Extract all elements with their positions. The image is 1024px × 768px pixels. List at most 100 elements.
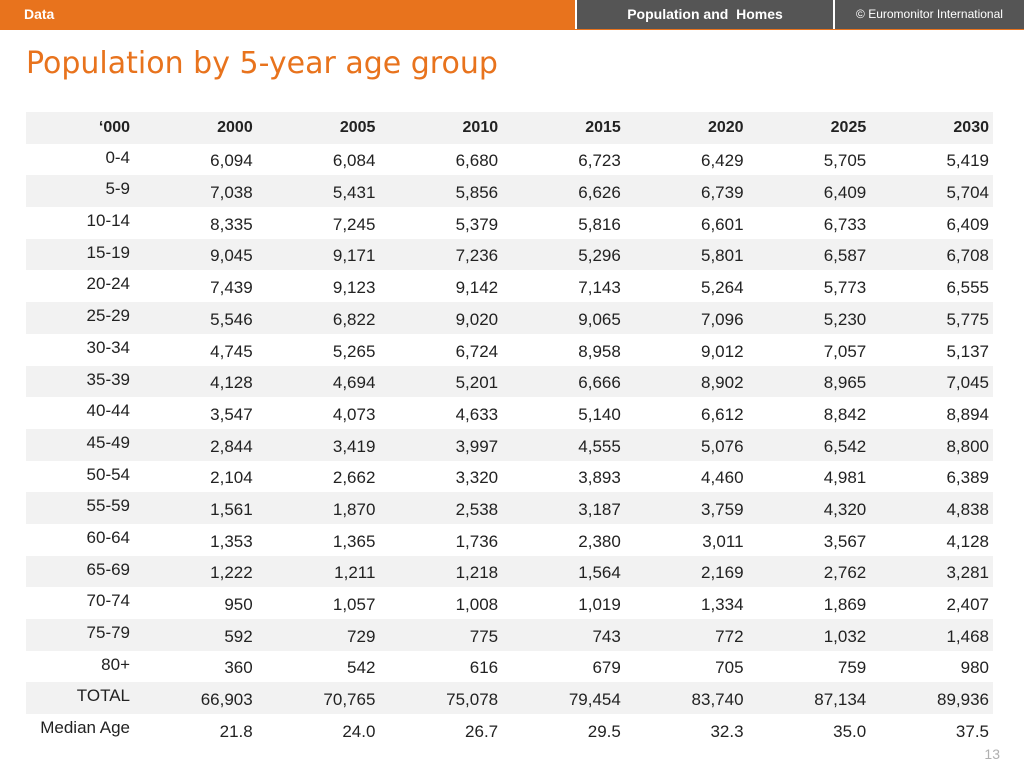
table-cell: 1,032 [747,619,871,651]
column-header-year: 2000 [134,112,257,144]
table-cell: 5,265 [332,341,376,361]
table-cell: 6,429 [700,151,744,171]
section-label: Data [0,0,575,29]
table-cell: 5,230 [747,302,871,334]
row-label: TOTAL [26,682,135,715]
table-cell: 3,419 [256,428,380,461]
table-cell: 3,281 [870,555,993,588]
table-cell: 5,775 [870,302,993,334]
table-cell: 3,997 [379,428,503,461]
table-row: 35-39 4,128 4,694 5,201 6,666 8,902 8,965 7,045 [26,365,993,398]
table-cell: 3,567 [823,531,867,551]
row-label: Median Age [40,718,131,738]
table-cell: 980 [960,658,989,678]
table-cell: 8,335 [210,214,253,234]
table-cell: 5,137 [946,341,989,361]
table-cell: 1,222 [134,555,257,588]
row-label: 40-44 [86,401,131,421]
table-body: 0-4 6,094 6,084 6,680 6,723 6,429 5,705 5,419 5-… [26,144,993,746]
table-cell: 5,076 [624,428,748,461]
row-label: 20-24 [86,274,131,294]
table-cell: 1,561 [134,492,257,524]
table-cell: 1,218 [379,555,503,588]
table-cell: 6,601 [700,214,744,234]
table-cell: 4,694 [256,365,380,398]
table-cell: 7,245 [332,214,376,234]
row-label: 5-9 [26,175,135,208]
table-cell: 6,733 [823,214,867,234]
header-row: ‘000 2000 2005 2010 2015 2020 2025 2030 [26,112,993,144]
table-row: 60-64 1,353 1,365 1,736 2,380 3,011 3,567 4,128 [26,524,993,556]
table-cell: 5,296 [502,238,625,271]
table-cell: 5,704 [870,175,993,208]
table-cell: 6,680 [455,151,499,171]
table-cell: 6,409 [946,214,989,234]
table-cell: 2,844 [134,428,257,461]
header-bar: Data Population and Homes © Euromonitor … [0,0,1024,29]
table-cell: 26.7 [465,721,499,741]
column-header-unit: ‘000 [26,112,135,144]
row-label: 15-19 [26,238,135,271]
table-cell: 79,454 [502,682,625,715]
table-cell: 9,142 [455,278,499,298]
row-label: 10-14 [86,211,131,231]
table-cell: 6,612 [700,404,744,424]
copyright-label: © Euromonitor International [835,0,1024,29]
table-cell: 743 [502,619,625,651]
table-row: 15-19 9,045 9,171 7,236 5,296 5,801 6,587 6,708 [26,238,993,271]
table-cell: 1,353 [210,531,253,551]
table-cell: 29.5 [587,721,621,741]
table-cell: 5,546 [134,302,257,334]
table-cell: 3,547 [210,404,253,424]
table-cell: 3,187 [502,492,625,524]
row-label: 65-69 [26,555,135,588]
table-cell: 4,633 [455,404,499,424]
table-cell: 6,409 [747,175,871,208]
table-cell: 616 [469,658,499,678]
table-cell: 9,123 [332,278,376,298]
table-row: 65-69 1,222 1,211 1,218 1,564 2,169 2,762 3,281 [26,555,993,588]
table-cell: 6,389 [946,468,989,488]
table-cell: 8,965 [747,365,871,398]
page-number: 13 [984,746,1000,762]
row-label: 45-49 [26,428,135,461]
table-cell: 1,008 [455,595,499,614]
table-cell: 83,740 [624,682,748,715]
table-cell: 4,981 [823,468,867,488]
table-cell: 6,708 [870,238,993,271]
table-cell: 6,739 [624,175,748,208]
table-row: 55-59 1,561 1,870 2,538 3,187 3,759 4,320 4,838 [26,492,993,524]
table-cell: 9,065 [502,302,625,334]
table-cell: 772 [624,619,748,651]
table-cell: 1,211 [256,555,380,588]
table-cell: 759 [837,658,867,678]
table-cell: 360 [224,658,253,678]
column-header-year: 2005 [256,112,380,144]
table-cell: 3,893 [578,468,621,488]
table-cell: 1,365 [332,531,376,551]
table-cell: 7,096 [624,302,748,334]
table-cell: 3,759 [624,492,748,524]
table-row: 5-9 7,038 5,431 5,856 6,626 6,739 6,409 5,704 [26,175,993,208]
column-header-year: 2015 [502,112,625,144]
row-label: 25-29 [26,302,135,334]
table-cell: 4,128 [134,365,257,398]
table-cell: 6,724 [455,341,499,361]
table-row: Median Age 21.8 24.0 26.7 29.5 32.3 35.0 37.5 [26,714,993,746]
table-cell: 1,019 [578,595,621,614]
table-row: 45-49 2,844 3,419 3,997 4,555 5,076 6,542 8,800 [26,428,993,461]
table-row: 70-74 950 1,057 1,008 1,019 1,334 1,869 2,407 [26,587,993,619]
table-row: 80+ 360 542 616 679 705 759 980 [26,651,993,683]
table-row: 20-24 7,439 9,123 9,142 7,143 5,264 5,773 6,555 [26,270,993,302]
table-cell: 5,201 [379,365,503,398]
table-cell: 8,894 [946,404,989,424]
table-cell: 6,084 [332,151,376,171]
table-cell: 6,542 [747,428,871,461]
table-cell: 4,128 [946,531,989,551]
table-cell: 2,169 [624,555,748,588]
table-cell: 37.5 [955,721,989,741]
table-cell: 5,419 [946,151,989,171]
table-cell: 5,379 [455,214,499,234]
table-cell: 35.0 [833,721,867,741]
header-divider [575,0,577,29]
